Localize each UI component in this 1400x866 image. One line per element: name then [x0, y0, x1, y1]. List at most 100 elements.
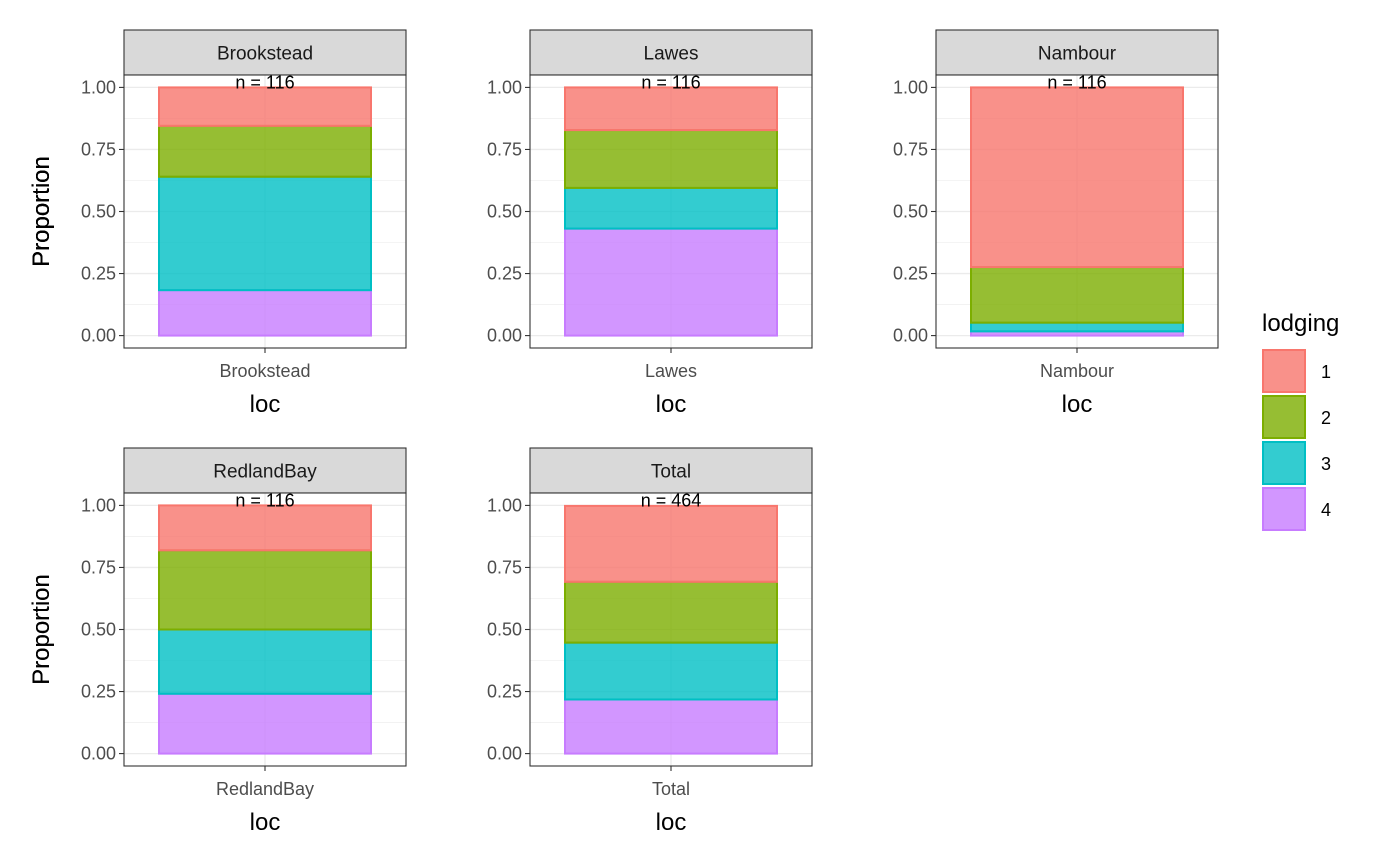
- x-axis: Lawes: [645, 348, 697, 381]
- facet-strip-label: RedlandBay: [213, 462, 317, 483]
- legend-item-1: 1: [1262, 349, 1331, 393]
- legend-swatch: [1262, 487, 1306, 531]
- bar-segment-lodging-2: [564, 129, 778, 189]
- x-axis: RedlandBay: [216, 766, 314, 799]
- legend-title: lodging: [1262, 310, 1339, 337]
- facet-panel-lawes: Lawes n = 116 0.00 0.25 0.50 0.75 1.00 Lawes loc…: [28, 29, 813, 418]
- n-label: n = 464: [641, 490, 702, 510]
- bar-stack: [564, 86, 778, 337]
- y-tick-label: 0.00: [893, 326, 928, 346]
- bar-segment-lodging-2: [158, 549, 372, 631]
- bar-segment-lodging-3: [158, 628, 372, 695]
- bar-stack: [158, 86, 372, 337]
- y-tick-label: 1.00: [487, 77, 522, 97]
- y-tick-label: 0.25: [487, 264, 522, 284]
- y-tick-label: 0.50: [487, 620, 522, 640]
- x-axis-title: loc: [656, 391, 687, 418]
- facet-strip-label: Total: [651, 462, 691, 483]
- y-axis-title: Proportion: [28, 156, 55, 267]
- bar-stack: [970, 86, 1184, 337]
- facet-panel-redlandbay: RedlandBay n = 116 0.00 0.25 0.50 0.75 1.00 Red…: [28, 447, 407, 836]
- y-axis-title: Proportion: [28, 156, 55, 267]
- legend-item-4: 4: [1262, 487, 1331, 531]
- facet-strip: [123, 447, 407, 494]
- bar-segment-lodging-3: [970, 321, 1184, 333]
- n-label: n = 116: [641, 72, 700, 92]
- x-tick-label: Total: [652, 779, 690, 799]
- y-tick-label: 0.00: [81, 744, 116, 764]
- bar-segment-lodging-1: [564, 504, 778, 583]
- y-tick-label: 0.25: [81, 264, 116, 284]
- y-tick-label: 1.00: [81, 495, 116, 515]
- facet-panel-total: Total n = 464 0.00 0.25 0.50 0.75 1.00 Total loc…: [28, 447, 813, 836]
- legend-label: 1: [1321, 362, 1331, 382]
- x-tick-label: Brookstead: [219, 361, 310, 381]
- legend-label: 4: [1321, 500, 1331, 520]
- bar-segment-lodging-4: [158, 692, 372, 755]
- legend-label: 2: [1321, 408, 1331, 428]
- y-tick-label: 0.50: [893, 202, 928, 222]
- y-tick-label: 0.25: [81, 682, 116, 702]
- legend-swatch: [1262, 395, 1306, 439]
- bar-stack: [564, 504, 778, 755]
- bar-segment-lodging-1: [158, 504, 372, 552]
- y-tick-label: 0.00: [487, 744, 522, 764]
- y-tick-label: 0.75: [893, 139, 928, 159]
- bar-segment-lodging-4: [564, 227, 778, 337]
- legend-item-3: 3: [1262, 441, 1331, 485]
- bar-segment-lodging-1: [158, 86, 372, 127]
- legend-item-2: 2: [1262, 395, 1331, 439]
- x-axis-title: loc: [250, 809, 281, 836]
- bar-segment-lodging-2: [970, 266, 1184, 324]
- y-tick-label: 0.50: [487, 202, 522, 222]
- y-tick-label: 0.25: [487, 682, 522, 702]
- facet-panel-brookstead: Brookstead n = 116 0.00 0.25 0.50 0.75 1.00 Bro…: [28, 29, 407, 418]
- bar-segment-lodging-1: [970, 86, 1184, 269]
- legend-swatch: [1262, 441, 1306, 485]
- y-tick-label: 0.75: [81, 557, 116, 577]
- bar-segment-lodging-3: [564, 641, 778, 701]
- y-axis: 0.00 0.25 0.50 0.75 1.00: [893, 77, 936, 346]
- legend: lodging 1 2 3 4: [1262, 310, 1339, 531]
- y-tick-label: 0.75: [81, 139, 116, 159]
- legend-swatch: [1262, 349, 1306, 393]
- x-axis: Total: [652, 766, 690, 799]
- y-axis: 0.00 0.25 0.50 0.75 1.00: [81, 77, 124, 346]
- y-tick-label: 0.25: [893, 264, 928, 284]
- x-tick-label: Lawes: [645, 361, 697, 381]
- bar-segment-lodging-4: [158, 289, 372, 337]
- facet-strip: [123, 29, 407, 76]
- y-tick-label: 0.50: [81, 620, 116, 640]
- n-label: n = 116: [1047, 72, 1106, 92]
- y-tick-label: 1.00: [487, 495, 522, 515]
- y-tick-label: 0.50: [81, 202, 116, 222]
- facet-strip-label: Lawes: [644, 44, 699, 65]
- x-axis-title: loc: [250, 391, 281, 418]
- x-axis: Brookstead: [219, 348, 311, 381]
- bar-segment-lodging-4: [564, 698, 778, 755]
- x-tick-label: Nambour: [1040, 361, 1114, 381]
- facet-strip-label: Brookstead: [217, 44, 313, 65]
- bar-stack: [158, 504, 372, 755]
- y-axis-title: Proportion: [28, 574, 55, 685]
- legend-label: 3: [1321, 454, 1331, 474]
- facet-panel-nambour: Nambour n = 116 0.00 0.25 0.50 0.75 1.00 Nambou…: [28, 29, 1219, 418]
- y-axis-title: Proportion: [28, 156, 55, 267]
- bar-segment-lodging-2: [158, 124, 372, 178]
- y-tick-label: 0.00: [487, 326, 522, 346]
- bar-segment-lodging-1: [564, 86, 778, 132]
- x-axis-title: loc: [656, 809, 687, 836]
- y-tick-label: 1.00: [81, 77, 116, 97]
- y-axis: 0.00 0.25 0.50 0.75 1.00: [487, 495, 530, 764]
- x-axis-title: loc: [1062, 391, 1093, 418]
- y-tick-label: 0.75: [487, 139, 522, 159]
- x-axis: Nambour: [1040, 348, 1114, 381]
- y-axis: 0.00 0.25 0.50 0.75 1.00: [487, 77, 530, 346]
- bar-segment-lodging-2: [564, 580, 778, 644]
- n-label: n = 116: [235, 490, 294, 510]
- y-axis: 0.00 0.25 0.50 0.75 1.00: [81, 495, 124, 764]
- bar-segment-lodging-3: [158, 175, 372, 292]
- n-label: n = 116: [235, 72, 294, 92]
- x-tick-label: RedlandBay: [216, 779, 314, 799]
